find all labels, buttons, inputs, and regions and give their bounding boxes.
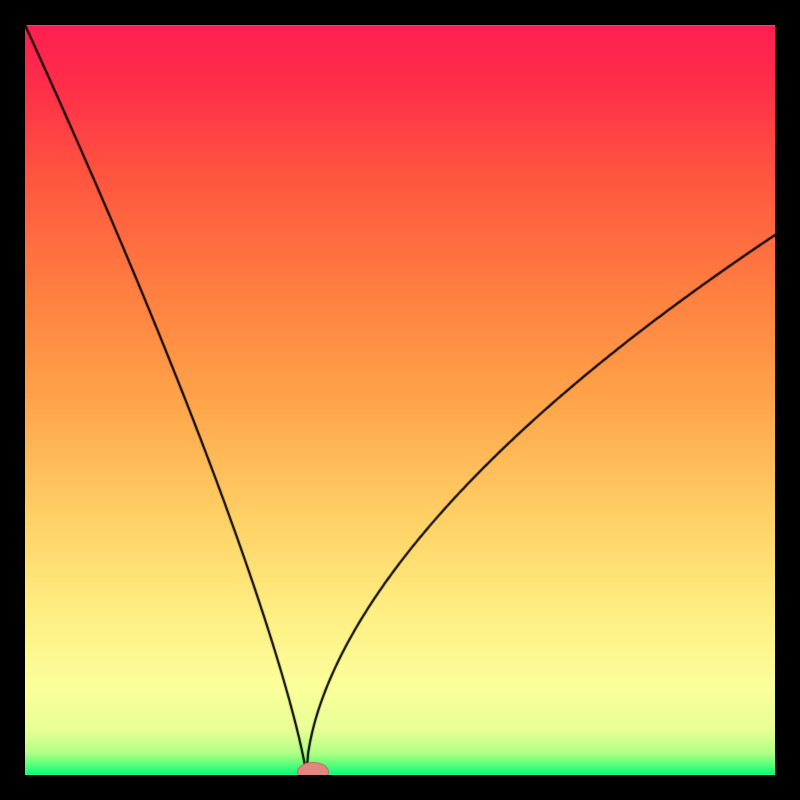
chart-container: TheBottleneck.com: [0, 0, 800, 800]
gradient-background: [0, 0, 800, 800]
